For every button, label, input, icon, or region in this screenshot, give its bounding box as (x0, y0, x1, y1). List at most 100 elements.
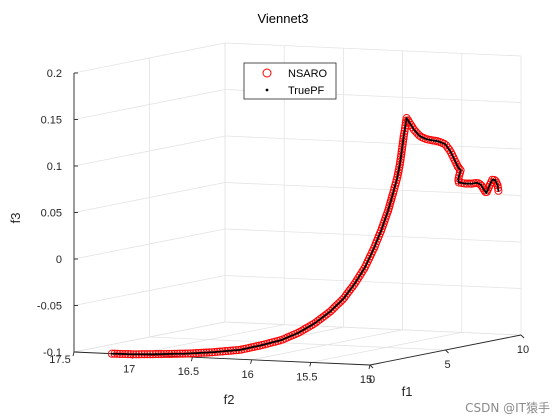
truepf-point (497, 189, 500, 192)
grid-line (73, 321, 226, 353)
nsaro-point (352, 276, 361, 285)
y-tick-mark (72, 351, 75, 357)
x-axis-label: f1 (402, 384, 413, 399)
grid-line (224, 275, 522, 289)
truepf-point (209, 351, 212, 354)
y-tick-mark (368, 364, 371, 370)
chart-title: Viennet3 (257, 11, 308, 26)
nsaro-point (351, 278, 360, 287)
nsaro-point (307, 321, 316, 330)
grid-line (133, 324, 285, 355)
legend-label-truepf: TruePF (288, 85, 325, 97)
legend-marker-nsaro (262, 68, 272, 78)
legend-label-nsaro: NSARO (288, 68, 328, 80)
truepf-point (143, 353, 146, 356)
x-tick-mark (369, 364, 374, 369)
x-tick-label: 10 (517, 344, 529, 356)
truepf-point (150, 353, 153, 356)
z-tick-label: 0 (56, 254, 62, 266)
truepf-point (121, 353, 124, 355)
truepf-point (168, 352, 171, 355)
truepf-point (160, 353, 163, 356)
z-axis-label: f3 (8, 213, 23, 224)
nsaro-point (300, 325, 309, 334)
nsaro-point (293, 329, 302, 338)
truepf-point (136, 353, 139, 356)
truepf-point (174, 352, 177, 355)
nsaro-point (354, 273, 363, 283)
nsaro-point (404, 116, 413, 125)
z-tick-label: 0.15 (41, 115, 62, 127)
y-tick-mark (309, 362, 312, 367)
grid-line (310, 332, 462, 363)
nsaro-point (302, 323, 311, 332)
truepf-point (151, 353, 154, 356)
truepf-point (112, 352, 115, 355)
nsaro-point (355, 271, 364, 280)
truepf-point (149, 353, 152, 356)
y-tick-label: 17.5 (49, 354, 70, 366)
truepf-point (156, 353, 159, 356)
nsaro-point (298, 326, 307, 335)
grid-line (224, 42, 522, 57)
truepf-point (194, 352, 197, 355)
z-tick-label: -0.05 (37, 301, 62, 313)
truepf-point (114, 352, 117, 355)
data-series (107, 114, 503, 359)
x-tick-label: 0 (369, 374, 375, 386)
y-tick-label: 16 (241, 369, 253, 381)
y-tick-label: 17 (123, 364, 135, 376)
nsaro-point (349, 280, 358, 289)
truepf-point (147, 353, 150, 356)
y-tick-label: 15 (360, 374, 372, 386)
y-tick-label: 16.5 (178, 366, 199, 378)
z-tick-label: 0.05 (41, 208, 62, 220)
truepf-point (190, 352, 193, 355)
grid-line (224, 321, 522, 336)
y-tick-label: 15.5 (296, 371, 317, 383)
grid-line (224, 135, 522, 150)
truepf-point (140, 353, 143, 356)
watermark: CSDN @IT猿手 (465, 401, 550, 415)
legend: NSARO TruePF (243, 62, 337, 100)
x-tick-mark (520, 334, 525, 339)
grid-line (224, 182, 522, 196)
y-tick-mark (250, 359, 253, 364)
y-axis-label: f2 (224, 392, 235, 407)
nsaro-point (445, 145, 454, 154)
truepf-point (128, 353, 131, 356)
truepf-point (146, 353, 149, 356)
truepf-point (154, 353, 157, 356)
truepf-point (133, 353, 136, 356)
z-tick-label: 0.2 (47, 68, 62, 80)
nsaro-point (309, 319, 318, 328)
truepf-point (164, 353, 167, 355)
truepf-point (142, 353, 145, 356)
truepf-point (137, 353, 140, 356)
truepf-point (144, 353, 147, 356)
legend-marker-truepf (265, 88, 269, 92)
nsaro-point (358, 267, 367, 276)
legend-box (243, 62, 337, 100)
truepf-point (118, 352, 121, 355)
nsaro-point (305, 322, 314, 331)
nsaro-point (406, 120, 416, 130)
axes-ticks: 0 5 10 17.5 17 16.5 16 15.5 15 -0.1 -0.05 0 0.05 0.1 0… (37, 68, 529, 386)
nsaro-point (357, 269, 366, 278)
grid-line (224, 228, 522, 243)
truepf-point (135, 353, 138, 356)
x-tick-label: 5 (444, 359, 450, 371)
grid-line (149, 336, 446, 351)
truepf-point (157, 353, 160, 356)
z-tick-label: -0.1 (43, 347, 62, 359)
truepf-point (178, 352, 181, 355)
nsaro-point (295, 327, 304, 336)
x-tick-mark (445, 349, 449, 354)
nsaro-point (415, 131, 424, 140)
z-tick-label: 0.1 (47, 161, 62, 173)
y-tick-mark (190, 357, 193, 362)
truepf-point (186, 352, 189, 355)
grid-line (251, 329, 403, 361)
axes-grid (73, 42, 522, 366)
